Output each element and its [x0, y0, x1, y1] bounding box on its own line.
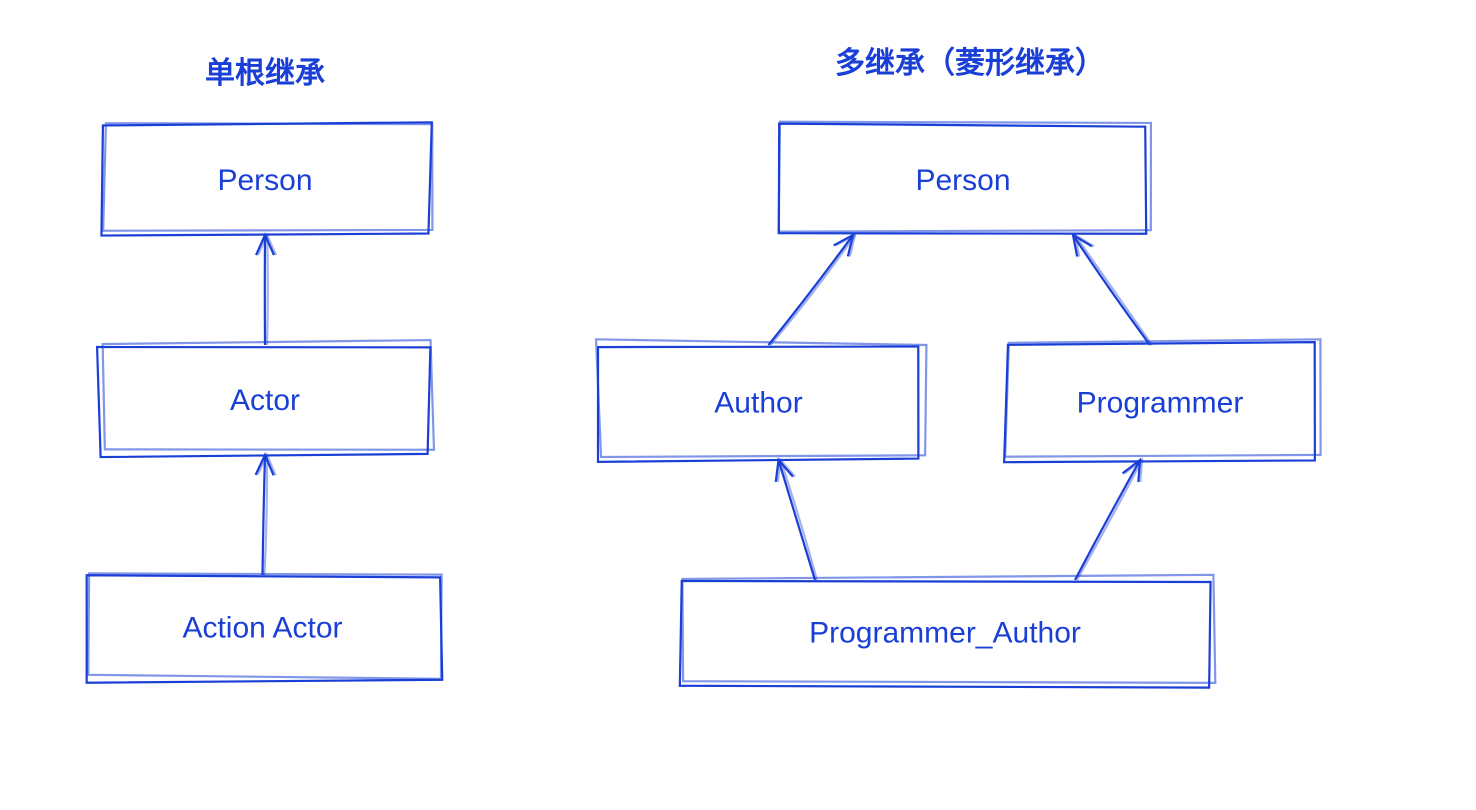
node-l_actor: Actor: [97, 340, 434, 457]
edge-r_programmer-r_person: [1073, 235, 1152, 345]
edge-line-sketch: [1077, 460, 1142, 580]
node-label: Author: [714, 386, 802, 419]
edges-layer: [256, 235, 1152, 580]
edge-r_author-r_person: [769, 235, 856, 345]
inheritance-diagram: Person Actor Action Actor Person Author Progr…: [0, 0, 1476, 810]
node-r_person: Person: [778, 122, 1150, 234]
node-label: Person: [915, 164, 1010, 197]
node-r_programmer: Programmer: [1004, 339, 1320, 462]
edge-line-sketch: [781, 460, 818, 580]
node-r_author: Author: [596, 339, 926, 462]
node-label: Programmer: [1077, 386, 1244, 419]
edge-l_action_actor-l_actor: [256, 455, 276, 575]
edge-line: [1075, 460, 1140, 580]
edge-r_prog_author-r_programmer: [1075, 460, 1142, 580]
edge-line: [769, 235, 854, 345]
node-label: Action Actor: [182, 611, 342, 644]
title-right: 多继承（菱形继承）: [835, 46, 1105, 80]
title-left: 单根继承: [205, 57, 325, 90]
edge-line: [1073, 235, 1150, 345]
titles-layer: 单根继承 多继承（菱形继承）: [205, 46, 1105, 90]
node-label: Person: [217, 164, 312, 197]
edge-line-sketch: [267, 235, 268, 345]
nodes-layer: Person Actor Action Actor Person Author Progr…: [87, 122, 1321, 688]
node-label: Actor: [230, 384, 300, 417]
edge-r_prog_author-r_author: [776, 460, 817, 580]
node-r_prog_author: Programmer_Author: [680, 575, 1215, 688]
edge-line: [779, 460, 816, 580]
node-label: Programmer_Author: [809, 616, 1081, 649]
node-l_person: Person: [101, 122, 432, 235]
node-l_action_actor: Action Actor: [87, 573, 443, 682]
edge-l_actor-l_person: [256, 235, 276, 345]
edge-line-sketch: [1075, 235, 1152, 345]
